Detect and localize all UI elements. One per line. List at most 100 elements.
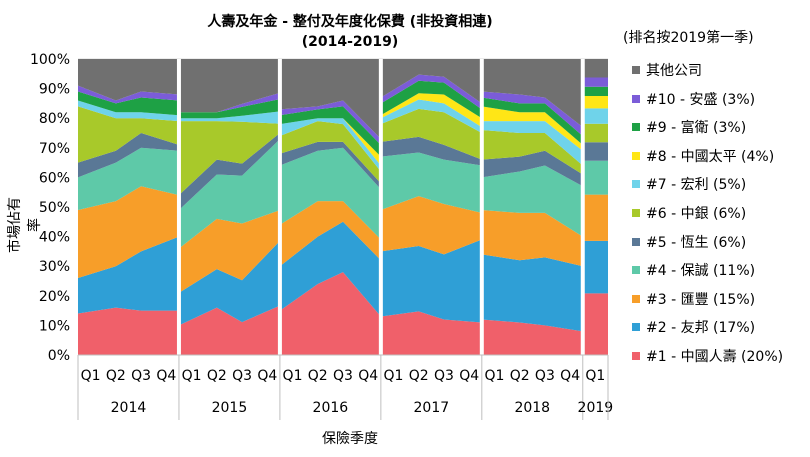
legend-item: #8 - 中國太平 (4%) [632, 146, 774, 166]
area-2 [178, 240, 280, 326]
legend-label: 其他公司 [646, 63, 702, 79]
year-label: 2016 [313, 400, 349, 416]
area-4 [178, 139, 280, 249]
area-2 [279, 221, 381, 317]
chart-subtitle: (2014-2019) [301, 34, 399, 50]
y-tick-label: 80% [39, 111, 70, 127]
legend-swatch [632, 66, 640, 74]
area-6 [178, 121, 280, 196]
year-label: 2014 [111, 400, 147, 416]
area-5 [178, 133, 280, 210]
legend-item: 其他公司 [632, 60, 702, 80]
x-tick-label: Q2 [308, 368, 328, 384]
legend-swatch [632, 94, 640, 103]
area-3 [380, 196, 482, 255]
x-tick-label: Q2 [510, 368, 530, 384]
x-axis-label: 保險季度 [322, 431, 378, 447]
legend-swatch [632, 266, 640, 275]
legend-item: #10 - 安盛 (3%) [632, 89, 755, 109]
y-tick-label: 90% [39, 82, 70, 98]
area-8 [481, 106, 583, 151]
legend-label: #7 - 宏利 (5%) [646, 177, 747, 194]
x-tick-label: Q2 [207, 368, 227, 384]
x-tick-label: Q3 [131, 368, 151, 384]
legend-swatch [632, 180, 640, 189]
x-tick-label: Q4 [257, 368, 277, 384]
y-tick-label: 50% [39, 200, 70, 216]
area-1 [582, 293, 608, 355]
area-2 [380, 239, 482, 323]
legend-item: #6 - 中銀 (6%) [632, 203, 746, 223]
legend-item: #9 - 富衛 (3%) [632, 117, 746, 137]
legend-swatch [632, 237, 640, 246]
area-2 [582, 240, 608, 294]
legend-swatch [632, 209, 640, 217]
legend-label: #6 - 中銀 (6%) [646, 206, 747, 222]
legend-item: #1 - 中國人壽 (20%) [632, 346, 783, 366]
area-9 [279, 106, 381, 157]
area-9 [481, 97, 583, 145]
area-8 [582, 96, 608, 109]
x-tick-label: Q1 [182, 368, 202, 384]
legend-swatch [632, 323, 640, 332]
area-11 [78, 59, 179, 101]
year-label: 2015 [212, 400, 248, 416]
area-2 [78, 236, 179, 314]
area-9 [582, 86, 608, 96]
area-5 [78, 133, 179, 178]
area-4 [78, 147, 179, 210]
x-tick-label: Q1 [81, 368, 101, 384]
area-11 [178, 59, 280, 113]
legend-item: #3 - 匯豐 (15%) [632, 289, 755, 309]
area-3 [481, 209, 583, 267]
area-5 [279, 141, 381, 190]
chart-title-main: 人壽及年金 - 整付及年度化保費 (非投資相連) [207, 14, 493, 30]
x-tick-label: Q1 [585, 368, 605, 384]
area-10 [380, 74, 482, 110]
legend-label: #2 - 友邦 (17%) [646, 320, 756, 337]
x-tick-label: Q4 [358, 368, 378, 384]
area-3 [279, 201, 381, 267]
area-10 [78, 85, 179, 104]
x-tick-label: Q4 [459, 368, 479, 384]
area-11 [582, 59, 608, 78]
y-tick-label: 60% [39, 170, 70, 186]
area-7 [380, 99, 482, 133]
y-tick-label: 10% [39, 318, 70, 334]
area-4 [279, 147, 381, 240]
legend-label: #5 - 恆生 (6%) [646, 234, 747, 251]
legend-swatch [632, 294, 640, 303]
legend-note: (排名按2019第一季) [623, 30, 754, 46]
area-5 [582, 142, 608, 161]
area-9 [380, 80, 482, 119]
area-6 [78, 106, 179, 163]
legend-swatch [632, 151, 640, 160]
x-tick-label: Q1 [384, 368, 404, 384]
area-10 [481, 91, 583, 136]
area-7 [279, 118, 381, 172]
y-tick-label: 40% [39, 230, 70, 246]
area-3 [78, 186, 179, 279]
x-tick-label: Q1 [484, 368, 504, 384]
x-tick-label: Q4 [156, 368, 176, 384]
x-tick-label: Q3 [434, 368, 454, 384]
area-1 [178, 305, 280, 355]
area-3 [178, 210, 280, 293]
y-tick-label: 0% [48, 348, 70, 364]
area-7 [481, 121, 583, 166]
y-tick-label: 20% [39, 289, 70, 305]
area-10 [582, 77, 608, 87]
area-9 [78, 91, 179, 116]
area-1 [380, 311, 482, 355]
area-8 [380, 93, 482, 128]
area-3 [582, 194, 608, 241]
area-5 [481, 150, 583, 187]
area-7 [178, 111, 280, 124]
legend-item: #7 - 宏利 (5%) [632, 174, 746, 194]
area-4 [380, 152, 482, 213]
y-tick-label: 100% [30, 52, 70, 68]
area-7 [582, 108, 608, 124]
legend-label: #4 - 保誠 (11%) [646, 263, 756, 280]
area-1 [481, 319, 583, 355]
